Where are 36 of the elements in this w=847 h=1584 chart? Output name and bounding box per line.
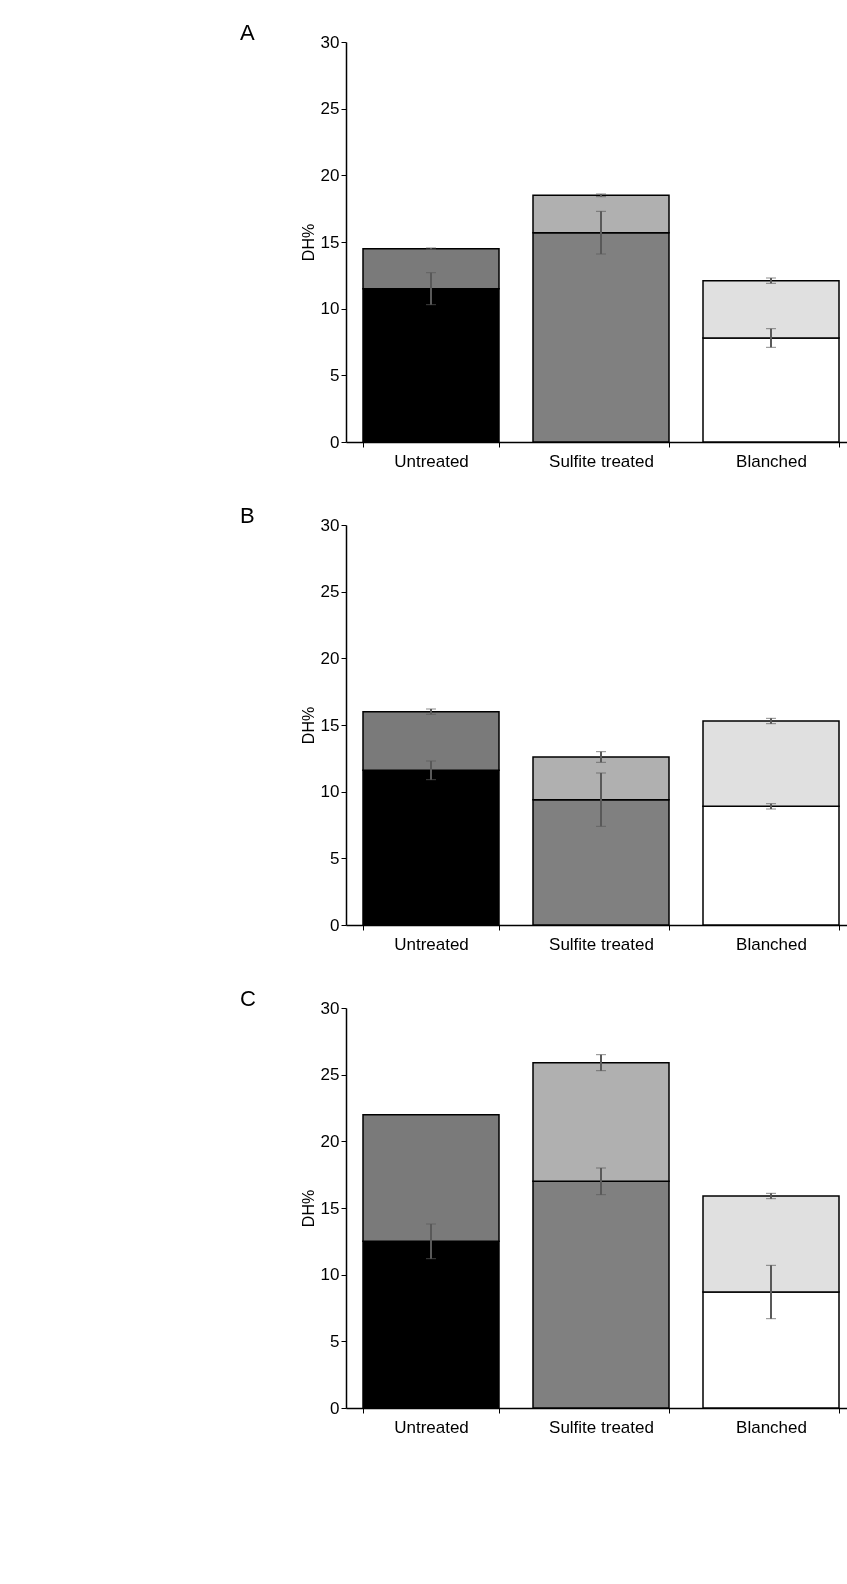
y-tick-label: 20: [320, 648, 340, 668]
y-tick-label: 30: [320, 515, 340, 535]
x-tick-label: Sulfite treated: [549, 934, 654, 954]
y-tick-label: 15: [320, 232, 340, 252]
x-tick-label: Untreated: [394, 1417, 469, 1437]
x-tick-label: Blanched: [736, 451, 807, 471]
y-tick-label: 10: [320, 299, 340, 319]
y-axis-title: DH%: [299, 223, 317, 262]
y-tick-label: 15: [320, 715, 340, 735]
y-tick-label: 10: [320, 1265, 340, 1285]
x-tick-label: Untreated: [394, 451, 469, 471]
y-tick-label: 30: [320, 32, 340, 52]
y-tick-label: 5: [330, 1331, 340, 1351]
y-tick-label: 25: [320, 1065, 340, 1085]
x-tick-label: Sulfite treated: [549, 451, 654, 471]
y-tick-label: 15: [320, 1198, 340, 1218]
y-tick-label: 20: [320, 165, 340, 185]
chart-title: C: [240, 986, 257, 1011]
chart-title: A: [240, 20, 256, 45]
y-tick-label: 20: [320, 1131, 340, 1151]
y-axis-title: DH%: [299, 1189, 317, 1228]
y-tick-label: 0: [330, 432, 340, 452]
y-tick-label: 5: [330, 365, 340, 385]
x-tick-label: Blanched: [736, 934, 807, 954]
y-tick-label: 0: [330, 1398, 340, 1418]
y-tick-label: 25: [320, 99, 340, 119]
chart-title: B: [240, 503, 255, 528]
x-tick-label: Untreated: [394, 934, 469, 954]
y-tick-label: 30: [320, 998, 340, 1018]
y-tick-label: 5: [330, 848, 340, 868]
y-axis-title: DH%: [299, 706, 317, 745]
x-tick-label: Blanched: [736, 1417, 807, 1437]
x-tick-label: Sulfite treated: [549, 1417, 654, 1437]
y-tick-label: 10: [320, 782, 340, 802]
y-tick-label: 0: [330, 915, 340, 935]
y-tick-label: 25: [320, 582, 340, 602]
